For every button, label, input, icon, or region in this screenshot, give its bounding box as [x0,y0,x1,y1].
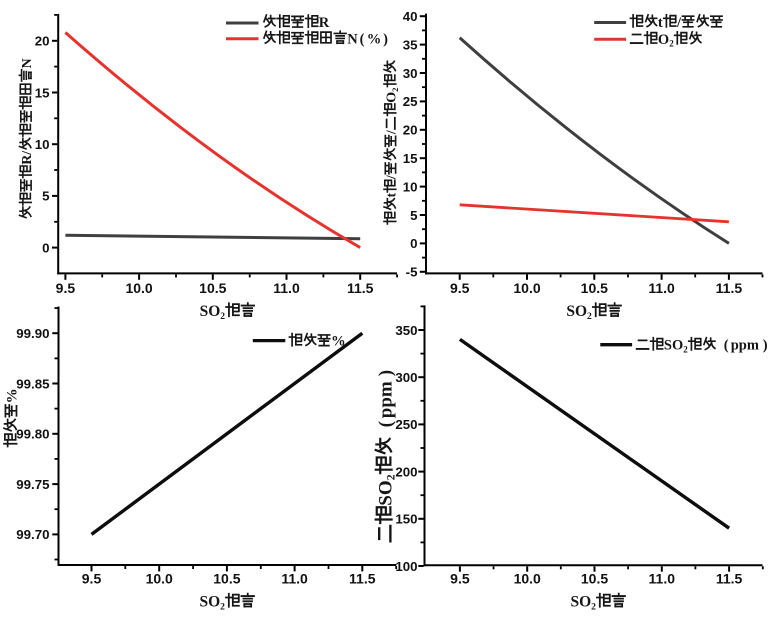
svg-text:11.0: 11.0 [273,280,300,296]
svg-text:10.0: 10.0 [146,571,173,587]
svg-text:11.0: 11.0 [281,571,308,587]
svg-text:(: ( [724,338,729,354]
svg-text:99.70: 99.70 [16,527,49,542]
svg-text:99.75: 99.75 [16,477,50,492]
svg-text:R: R [319,15,330,31]
svg-text:): ) [763,338,768,354]
svg-text:11.0: 11.0 [648,280,675,296]
svg-text:2: 2 [384,474,398,480]
svg-text:2: 2 [390,87,400,91]
svg-text:5: 5 [42,189,50,204]
svg-text:R: R [20,154,35,165]
svg-text:SO: SO [571,594,592,611]
svg-text:10.0: 10.0 [514,571,541,587]
svg-text:10.5: 10.5 [581,571,608,587]
svg-text:O: O [385,92,400,103]
svg-text:15: 15 [35,85,50,100]
svg-text:2: 2 [587,311,592,322]
svg-text:0: 0 [42,240,49,255]
svg-text:%: % [367,31,382,47]
svg-text:11.5: 11.5 [716,571,743,587]
svg-text:ppm: ppm [731,338,759,354]
svg-text:10.5: 10.5 [581,280,608,296]
svg-text:9.5: 9.5 [82,571,102,587]
svg-text:9.5: 9.5 [450,571,470,587]
svg-text:20: 20 [35,34,50,49]
svg-text:99.85: 99.85 [16,376,50,391]
svg-text:%: % [331,334,346,350]
svg-text:SO: SO [566,303,587,320]
svg-text:0: 0 [410,236,417,251]
svg-text:10.0: 10.0 [125,280,152,296]
svg-text:SO: SO [664,338,683,354]
svg-text:O: O [658,32,669,48]
svg-text:99.80: 99.80 [16,427,49,442]
svg-text:/: / [676,15,682,31]
svg-text:15: 15 [403,151,418,166]
svg-text:/: / [385,174,400,180]
svg-text:2: 2 [220,311,225,322]
svg-text:9.5: 9.5 [450,280,470,296]
svg-text:(: ( [375,421,396,427]
svg-text:20: 20 [403,123,418,138]
svg-text:250: 250 [395,417,417,432]
svg-text:11.5: 11.5 [716,280,743,296]
svg-text:2: 2 [683,344,688,354]
svg-text:10: 10 [403,179,418,194]
svg-text:-5: -5 [406,265,418,280]
svg-text:2: 2 [591,601,596,612]
svg-text:35: 35 [403,37,418,52]
svg-text:%: % [4,388,20,403]
svg-text:/: / [20,150,35,156]
svg-text:ppm: ppm [375,381,396,418]
svg-text:SO: SO [200,594,221,611]
svg-text:): ) [383,31,388,47]
svg-text:SO: SO [200,303,221,320]
svg-text:40: 40 [403,9,418,24]
svg-text:(: ( [360,31,365,47]
svg-text:N: N [20,58,35,68]
svg-text:11.5: 11.5 [349,571,376,587]
svg-text:11.5: 11.5 [347,280,374,296]
svg-text:5: 5 [410,208,418,223]
svg-text:30: 30 [403,66,418,81]
svg-text:25: 25 [403,94,418,109]
svg-text:350: 350 [395,323,417,338]
svg-text:/: / [385,129,400,135]
svg-text:10.5: 10.5 [213,571,240,587]
svg-text:N: N [347,31,358,47]
svg-text:t: t [385,193,400,198]
svg-text:2: 2 [669,38,674,48]
svg-text:t: t [658,15,663,31]
svg-text:100: 100 [395,559,417,574]
svg-text:99.90: 99.90 [16,326,49,341]
svg-text:2: 2 [220,601,225,612]
svg-text:10.5: 10.5 [199,280,226,296]
svg-text:150: 150 [395,512,417,527]
svg-text:10.0: 10.0 [513,280,540,296]
svg-text:): ) [375,370,396,376]
svg-text:300: 300 [395,370,417,385]
svg-text:SO: SO [375,480,396,505]
svg-text:9.5: 9.5 [56,280,76,296]
svg-text:200: 200 [395,464,417,479]
svg-text:10: 10 [35,137,50,152]
svg-text:11.0: 11.0 [649,571,676,587]
